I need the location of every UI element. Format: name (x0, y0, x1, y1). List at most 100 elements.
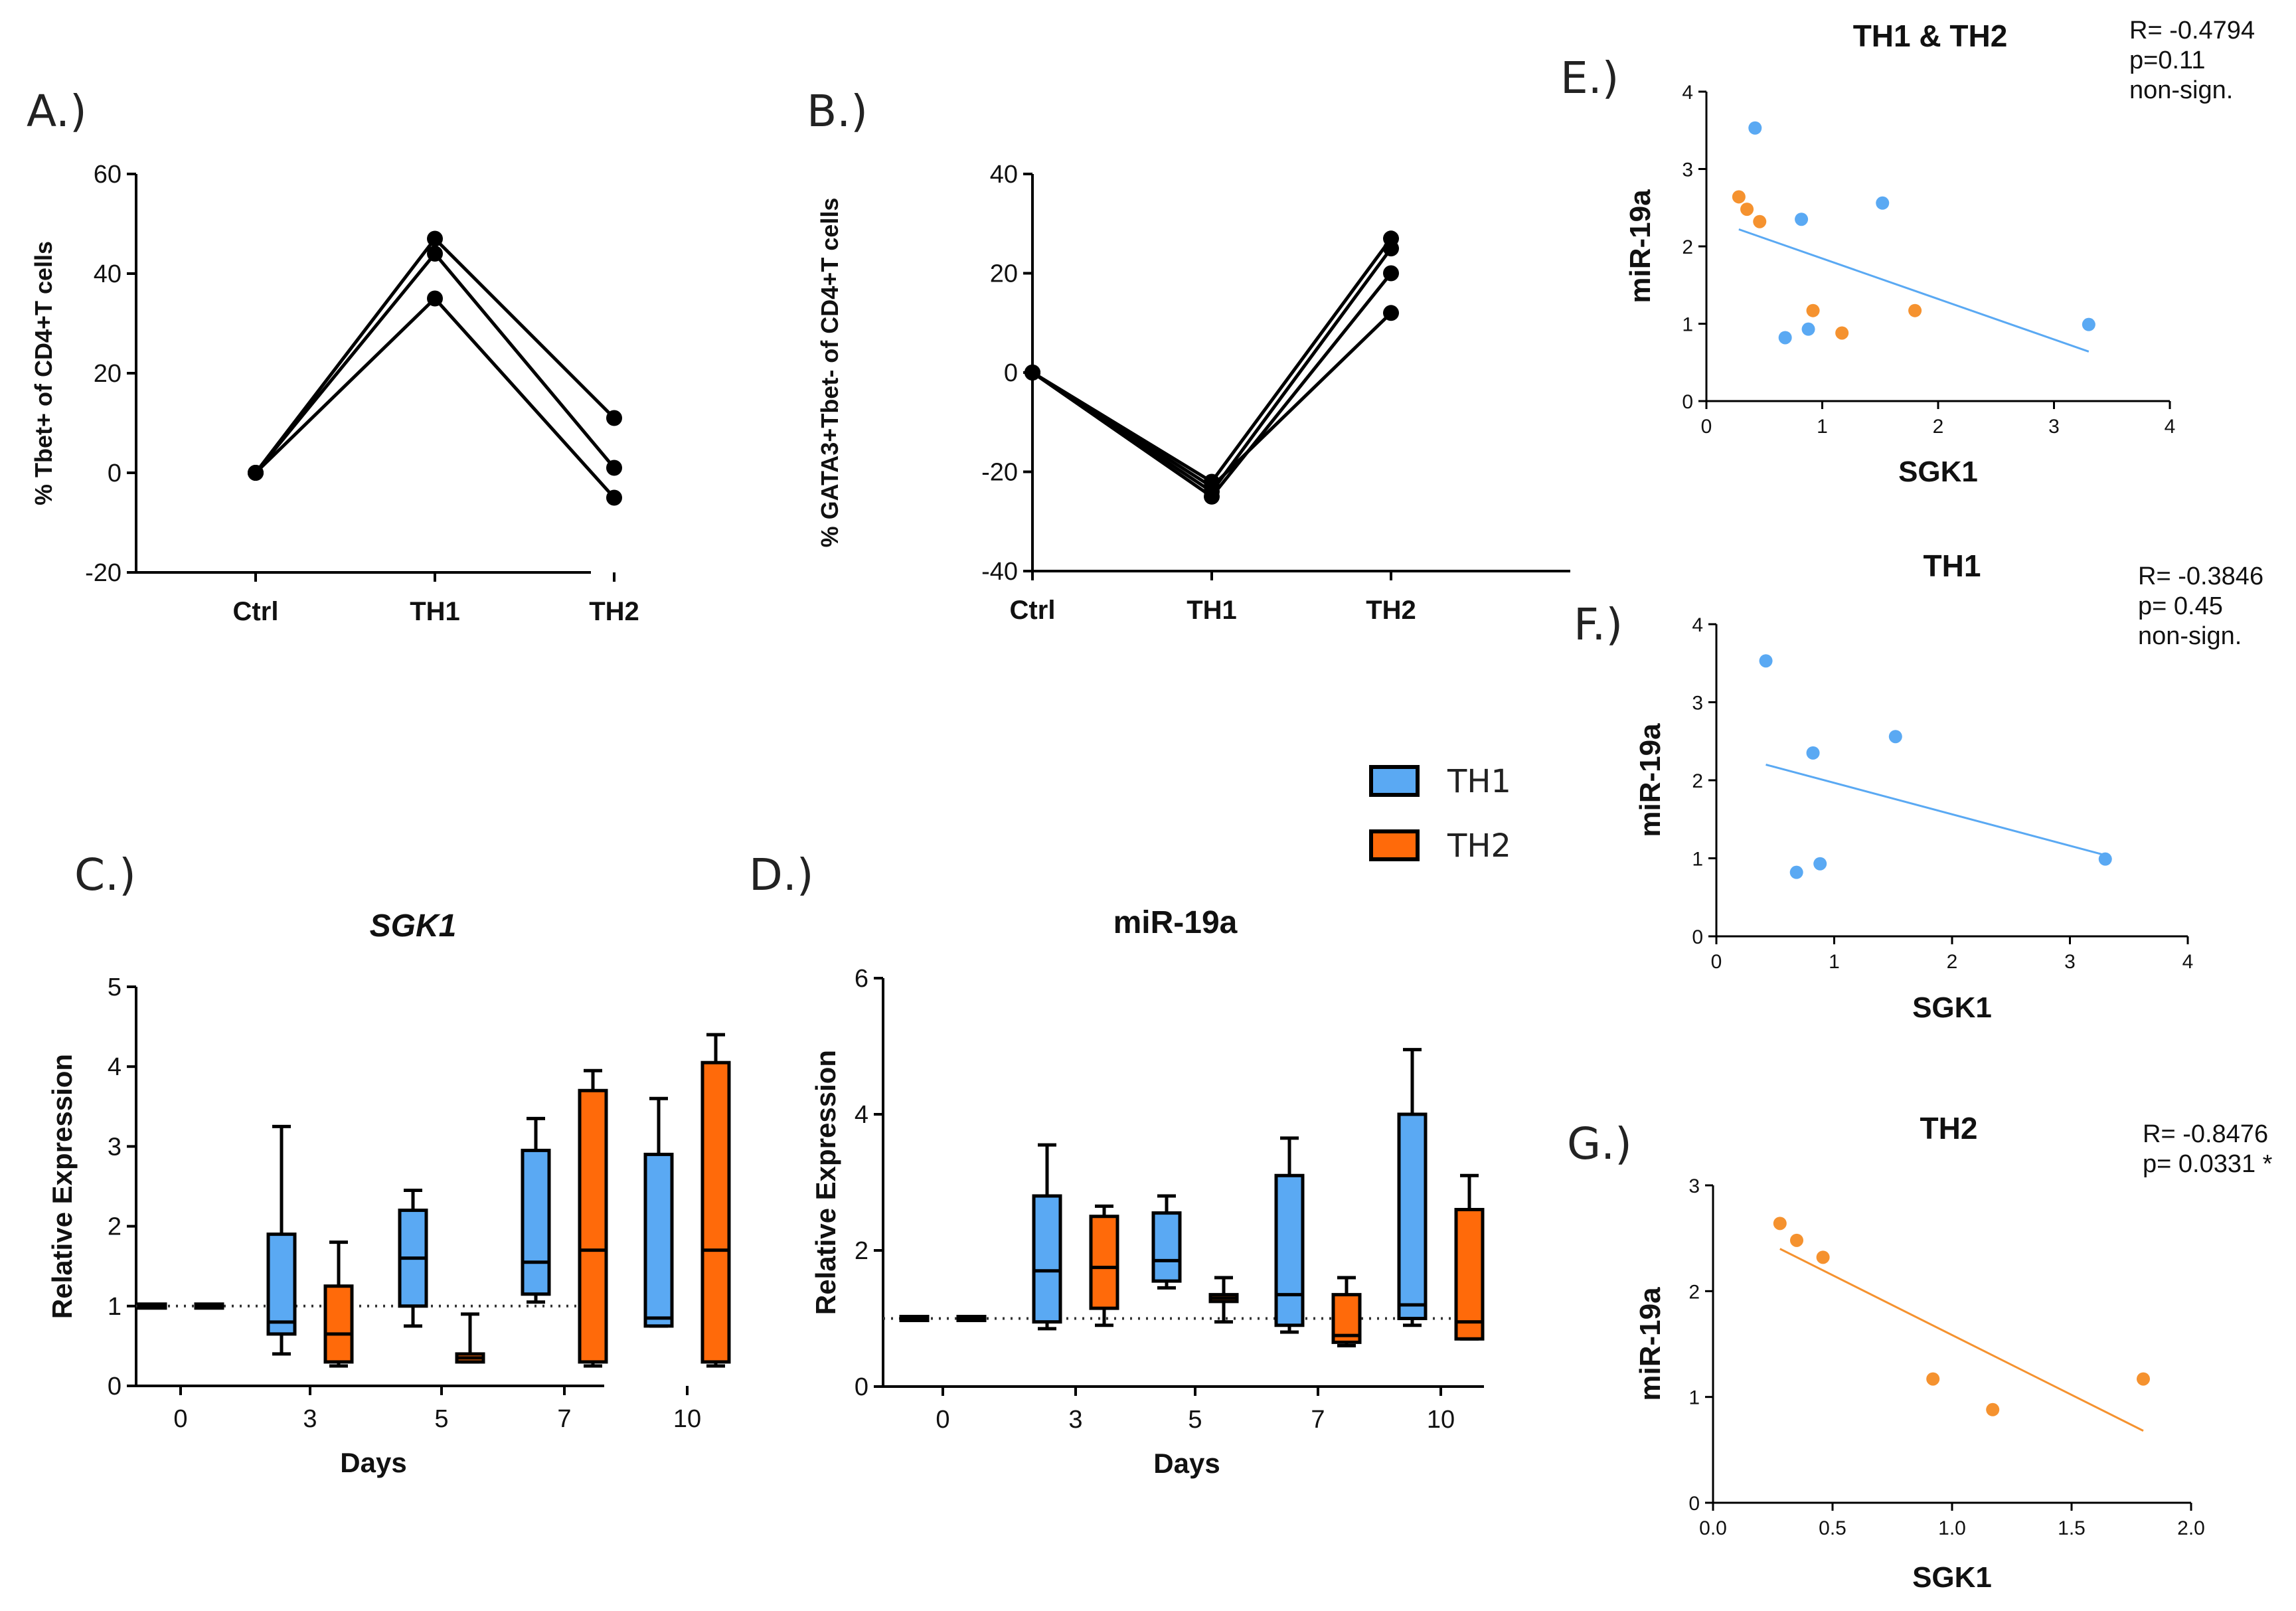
y-axis-title: miR-19a (1634, 723, 1667, 837)
box (1274, 1173, 1305, 1327)
x-tick-label: 7 (1311, 1406, 1325, 1434)
panel-label: C.) (74, 849, 136, 900)
panel-label: A.) (27, 86, 87, 137)
box (1032, 1194, 1062, 1324)
th2-box (194, 1302, 224, 1310)
th1-box (643, 1096, 674, 1328)
y-tick-label: 2 (108, 1213, 122, 1241)
fit-line (1738, 228, 2090, 353)
th1-point (1801, 322, 1815, 336)
y-tick-label: 2 (855, 1237, 868, 1265)
th2-point (1790, 1233, 1803, 1247)
x-tick-label: 5 (434, 1405, 448, 1433)
panel-label: E.) (1560, 52, 1619, 104)
y-tick-label: 0 (1688, 1493, 1700, 1515)
y-tick-label: 0 (1682, 391, 1693, 413)
panel-c: C.) SGK1 0 1 2 3 4 5 0 3 5 7 10 Days Relative Expressi… (46, 849, 731, 1478)
stat-text: R= -0.3846 (2138, 562, 2263, 590)
th2-point (1806, 303, 1820, 317)
x-tick-label: 2.0 (2177, 1517, 2205, 1539)
th2-point (1816, 1250, 1830, 1264)
x-tick-label: 1.0 (1938, 1517, 1966, 1539)
th2-point (1740, 203, 1754, 216)
data-point (427, 230, 443, 247)
x-tick-label: 1 (1817, 416, 1828, 438)
data-point (248, 465, 264, 481)
data-point (1383, 265, 1399, 282)
y-tick-label: -20 (981, 459, 1018, 487)
x-tick-label: 4 (2182, 951, 2194, 973)
th2-box (455, 1312, 485, 1364)
th2-box (578, 1068, 608, 1368)
y-tick-label: 20 (990, 260, 1018, 288)
y-tick-label: -40 (981, 558, 1018, 586)
th1-box (1274, 1136, 1305, 1334)
th1-point (1778, 331, 1792, 345)
y-tick-label: 3 (1682, 159, 1693, 181)
data-point (606, 460, 622, 476)
x-axis-title: SGK1 (1898, 456, 1978, 488)
y-tick-label: 4 (108, 1053, 122, 1081)
box (1454, 1208, 1485, 1341)
x-tick-label: 3 (303, 1405, 317, 1433)
y-tick-label: 2 (1682, 236, 1693, 258)
th1-point (2082, 317, 2095, 331)
y-tick-label: 0 (1692, 926, 1703, 948)
legend-label-th1: TH1 (1447, 763, 1511, 800)
data-point (606, 489, 622, 506)
data-point (427, 290, 443, 307)
y-tick-label: 1 (1682, 314, 1693, 336)
x-tick-label: 4 (2165, 416, 2176, 438)
data-point (1383, 240, 1399, 257)
chart-title: SGK1 (370, 908, 457, 944)
th2-box (956, 1315, 987, 1322)
y-tick-label: -20 (85, 559, 122, 587)
x-axis-title: SGK1 (1912, 991, 1992, 1024)
box (578, 1088, 608, 1364)
data-point (427, 246, 443, 262)
x-tick-label: 3 (2048, 416, 2060, 438)
x-axis-title: Days (1153, 1448, 1220, 1479)
th1-box (521, 1116, 551, 1304)
y-tick-label: 2 (1692, 770, 1703, 792)
box (643, 1152, 674, 1328)
y-tick-label: 1 (1688, 1387, 1700, 1409)
th1-box (137, 1302, 167, 1310)
th1-point (1748, 121, 1762, 135)
panel-b: B.) -40 -20 0 20 40 Ctrl TH1 TH2 % GATA3+Tbet- of… (807, 86, 1570, 625)
fit-line (1765, 764, 2106, 857)
y-tick-label: 4 (1692, 614, 1703, 636)
series-line (254, 296, 615, 499)
x-tick-label: TH2 (589, 597, 639, 626)
y-tick-label: 3 (1692, 693, 1703, 715)
legend-label-th2: TH2 (1447, 827, 1511, 865)
th1-point (1806, 746, 1820, 760)
y-tick-label: 1 (1692, 849, 1703, 871)
stat-text: R= -0.8476 (2143, 1120, 2268, 1148)
y-tick-label: 3 (108, 1133, 122, 1161)
box (700, 1060, 731, 1364)
th1-point (2098, 852, 2112, 866)
y-tick-label: 4 (1682, 82, 1693, 104)
y-tick-label: 6 (855, 965, 868, 993)
y-tick-label: 60 (94, 161, 122, 189)
y-tick-label: 40 (990, 161, 1018, 189)
stat-text: p= 0.0331 * (2143, 1150, 2273, 1178)
box (521, 1148, 551, 1296)
th2-box (1454, 1173, 1485, 1341)
y-axis-title: Relative Expression (46, 1054, 78, 1319)
data-point (1025, 365, 1040, 381)
y-tick-label: 1 (108, 1293, 122, 1321)
panel-label: F.) (1574, 599, 1623, 650)
y-tick-label: 0 (108, 460, 122, 487)
y-tick-label: 0 (1004, 359, 1018, 387)
th2-point (1732, 190, 1746, 204)
th1-box (899, 1315, 930, 1322)
x-tick-label: 2 (1933, 416, 1944, 438)
x-tick-label: 0.5 (1819, 1517, 1846, 1539)
th2-point (1753, 214, 1767, 228)
chart-title: miR-19a (1113, 905, 1238, 940)
